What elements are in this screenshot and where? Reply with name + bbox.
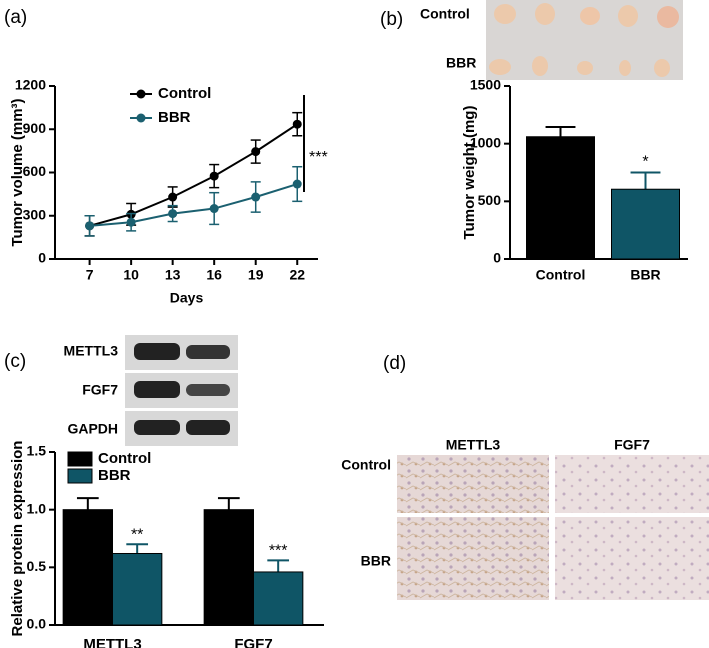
y-tick-label: 1.0 <box>27 500 47 516</box>
legend-swatch <box>67 468 93 484</box>
point <box>168 209 178 219</box>
ihc-images <box>397 455 709 600</box>
x-tick-label: 7 <box>86 267 94 283</box>
point <box>292 179 302 189</box>
point <box>251 147 261 157</box>
annotation: * <box>642 154 648 171</box>
panel-label: (a) <box>4 7 27 28</box>
blot-label: METTL3 <box>64 343 119 359</box>
y-tick-label: 1000 <box>470 134 501 150</box>
ihc-column-label: FGF7 <box>614 437 650 453</box>
bar <box>203 509 254 626</box>
point <box>209 171 219 181</box>
point <box>126 217 136 227</box>
legend-marker <box>136 113 146 123</box>
annotation: *** <box>309 149 328 166</box>
legend-swatch <box>67 451 93 467</box>
point <box>168 192 178 202</box>
x-tick-label: 16 <box>206 267 222 283</box>
x-tick-label: 13 <box>165 267 181 283</box>
annotation: *** <box>269 543 288 560</box>
tumor-photo <box>486 0 683 80</box>
bar <box>526 136 595 260</box>
line <box>89 123 298 227</box>
y-tick-label: 0.0 <box>27 616 47 632</box>
point <box>292 119 302 129</box>
bar <box>62 509 113 626</box>
error-bar <box>217 497 240 510</box>
x-tick-label: BBR <box>630 267 660 283</box>
annotation: ** <box>131 526 143 543</box>
photo-label: Control <box>420 6 470 22</box>
error-bar <box>76 497 99 510</box>
legend-label: BBR <box>158 109 191 126</box>
legend-label: BBR <box>98 467 131 484</box>
x-tick-label: METTL3 <box>83 636 141 648</box>
error-bar <box>126 543 149 554</box>
ihc-row-label: Control <box>341 457 391 473</box>
ihc-column-label: METTL3 <box>446 437 501 453</box>
y-tick-label: 1500 <box>470 77 501 93</box>
legend-label: Control <box>98 450 151 467</box>
ihc-row-label: BBR <box>361 553 391 569</box>
point <box>251 192 261 202</box>
y-tick-label: 1200 <box>15 77 46 93</box>
x-tick-label: 22 <box>289 267 305 283</box>
legend-label: Control <box>158 85 211 102</box>
x-tick-label: 19 <box>248 267 264 283</box>
x-tick-label: Control <box>536 267 586 283</box>
y-tick-label: 0.5 <box>27 558 47 574</box>
y-tick-label: 300 <box>23 206 47 222</box>
x-tick-label: FGF7 <box>234 636 272 648</box>
panel-label: (d) <box>383 353 406 374</box>
bar <box>253 571 304 626</box>
bar <box>611 188 680 260</box>
panel-label: (b) <box>380 9 403 30</box>
blot-label: GAPDH <box>67 421 118 437</box>
x-axis-label: Days <box>170 290 204 306</box>
point <box>209 204 219 214</box>
line <box>89 183 298 227</box>
error-bar <box>545 125 576 137</box>
panel-label: (c) <box>4 351 26 372</box>
y-tick-label: 600 <box>23 163 47 179</box>
y-tick-label: 0 <box>493 250 501 266</box>
blot-label: FGF7 <box>82 382 118 398</box>
bar <box>112 552 163 626</box>
y-axis-label: Relative protein expression <box>9 441 26 637</box>
legend-marker <box>136 89 146 99</box>
western-blot <box>125 335 238 446</box>
x-tick-label: 10 <box>123 267 139 283</box>
y-axis-label: Tumor volume (mm³) <box>9 98 26 246</box>
y-tick-label: 500 <box>478 192 502 208</box>
y-tick-label: 1.5 <box>27 443 47 459</box>
error-bar <box>267 559 290 572</box>
y-axis-label: Tumor weight (mg) <box>461 106 478 240</box>
photo-label: BBR <box>446 55 476 71</box>
y-tick-label: 900 <box>23 120 47 136</box>
point <box>85 221 95 231</box>
y-tick-label: 0 <box>38 250 46 266</box>
error-bar <box>630 171 661 190</box>
